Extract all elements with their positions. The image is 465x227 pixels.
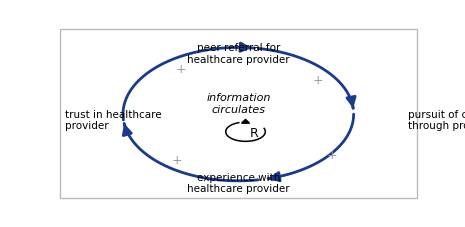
Text: R: R [250,126,259,139]
Polygon shape [241,120,250,124]
Text: pursuit of care
through provider: pursuit of care through provider [408,109,465,131]
Text: experience with
healthcare provider: experience with healthcare provider [187,172,290,193]
Text: +: + [327,148,337,161]
FancyBboxPatch shape [60,30,417,199]
Text: +: + [312,73,323,86]
Text: +: + [172,154,182,167]
Text: trust in healthcare
provider: trust in healthcare provider [65,109,162,131]
Text: +: + [175,63,186,76]
Text: circulates: circulates [211,104,266,114]
Text: peer referral for
healthcare provider: peer referral for healthcare provider [187,43,290,64]
Text: information: information [206,92,271,102]
